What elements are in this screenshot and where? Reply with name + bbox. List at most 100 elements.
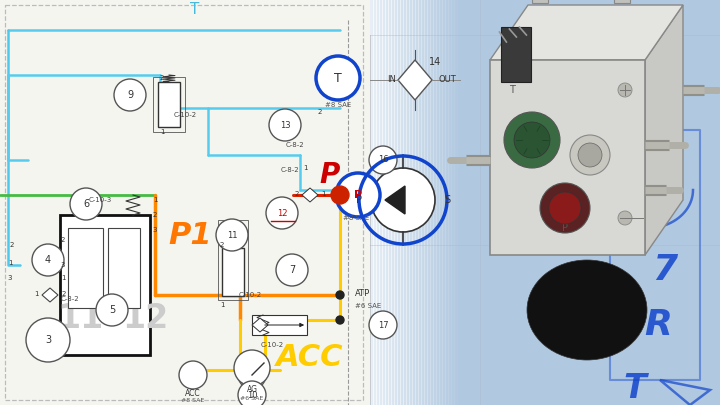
Bar: [446, 0, 449, 405]
Polygon shape: [42, 288, 58, 302]
Text: 9: 9: [127, 90, 133, 100]
Text: P: P: [356, 195, 362, 205]
Bar: [421, 0, 423, 405]
Bar: [382, 0, 384, 405]
Polygon shape: [645, 5, 683, 255]
Bar: [222, 248, 244, 296]
Text: C-10-2: C-10-2: [238, 292, 261, 298]
Bar: [427, 0, 429, 405]
Bar: [441, 0, 443, 405]
Circle shape: [336, 173, 380, 217]
Polygon shape: [385, 186, 405, 214]
Bar: [418, 0, 420, 405]
Text: #6 SAE: #6 SAE: [240, 396, 264, 401]
Bar: [445, 0, 447, 405]
Bar: [376, 0, 378, 405]
Bar: [397, 0, 399, 405]
Bar: [374, 0, 377, 405]
Text: C-10-2: C-10-2: [174, 112, 197, 118]
Bar: [370, 0, 372, 405]
Bar: [0, 0, 370, 405]
Bar: [454, 0, 456, 405]
Bar: [370, 0, 720, 405]
Bar: [532, 0, 548, 3]
Circle shape: [331, 186, 349, 204]
Circle shape: [238, 381, 266, 405]
Text: 1: 1: [160, 129, 164, 135]
Text: 1: 1: [8, 260, 12, 266]
Bar: [442, 0, 444, 405]
Text: 2: 2: [294, 191, 300, 197]
Circle shape: [70, 188, 102, 220]
Text: 17: 17: [378, 320, 388, 330]
Bar: [68, 228, 103, 308]
Text: 2: 2: [60, 237, 66, 243]
Circle shape: [32, 244, 64, 276]
Text: ACC: ACC: [185, 388, 201, 397]
Text: 3: 3: [153, 227, 157, 233]
Bar: [433, 0, 435, 405]
Circle shape: [216, 219, 248, 251]
Text: IN: IN: [387, 75, 397, 85]
Bar: [377, 0, 379, 405]
Text: C-10-2: C-10-2: [261, 342, 284, 348]
Bar: [459, 0, 461, 405]
Text: ATP: ATP: [355, 288, 370, 298]
Text: 3: 3: [8, 275, 12, 281]
Bar: [436, 0, 438, 405]
Bar: [501, 27, 531, 82]
Bar: [456, 0, 457, 405]
Circle shape: [269, 109, 301, 141]
Ellipse shape: [527, 260, 647, 360]
Text: 2: 2: [160, 75, 164, 81]
Bar: [395, 0, 397, 405]
Circle shape: [540, 183, 590, 233]
Circle shape: [618, 83, 632, 97]
Text: O: O: [634, 198, 665, 232]
Circle shape: [234, 350, 270, 386]
Bar: [402, 0, 403, 405]
Text: 12: 12: [122, 301, 168, 335]
Bar: [390, 0, 392, 405]
Text: 1: 1: [302, 165, 307, 171]
Bar: [430, 0, 432, 405]
Bar: [406, 0, 408, 405]
Bar: [490, 60, 645, 255]
Bar: [5, 5, 363, 400]
Bar: [408, 0, 410, 405]
Bar: [153, 77, 185, 132]
Text: 3: 3: [60, 262, 66, 268]
Bar: [431, 0, 433, 405]
Circle shape: [316, 56, 360, 100]
Polygon shape: [252, 318, 268, 332]
Bar: [451, 0, 453, 405]
Bar: [410, 0, 413, 405]
Bar: [385, 0, 387, 405]
Circle shape: [504, 112, 560, 168]
Text: 11: 11: [57, 301, 103, 335]
Text: T: T: [607, 136, 634, 174]
Text: 2: 2: [220, 242, 224, 248]
Bar: [444, 0, 446, 405]
Text: OUT: OUT: [438, 75, 456, 85]
Text: 1: 1: [320, 191, 325, 197]
Bar: [400, 0, 402, 405]
Circle shape: [336, 291, 344, 299]
Bar: [415, 0, 417, 405]
Text: R: R: [644, 308, 672, 342]
Polygon shape: [490, 5, 683, 60]
Bar: [405, 0, 407, 405]
Circle shape: [514, 122, 550, 158]
Text: ACC: ACC: [276, 343, 343, 371]
Text: C-8-2: C-8-2: [281, 167, 300, 173]
Bar: [403, 0, 405, 405]
Text: 16: 16: [378, 156, 388, 164]
Text: 12: 12: [276, 209, 287, 217]
Bar: [372, 0, 374, 405]
Bar: [613, 0, 629, 3]
Bar: [416, 0, 418, 405]
Text: 11: 11: [227, 230, 238, 239]
Text: 1: 1: [60, 275, 66, 281]
Text: 4: 4: [45, 255, 51, 265]
Bar: [388, 0, 390, 405]
